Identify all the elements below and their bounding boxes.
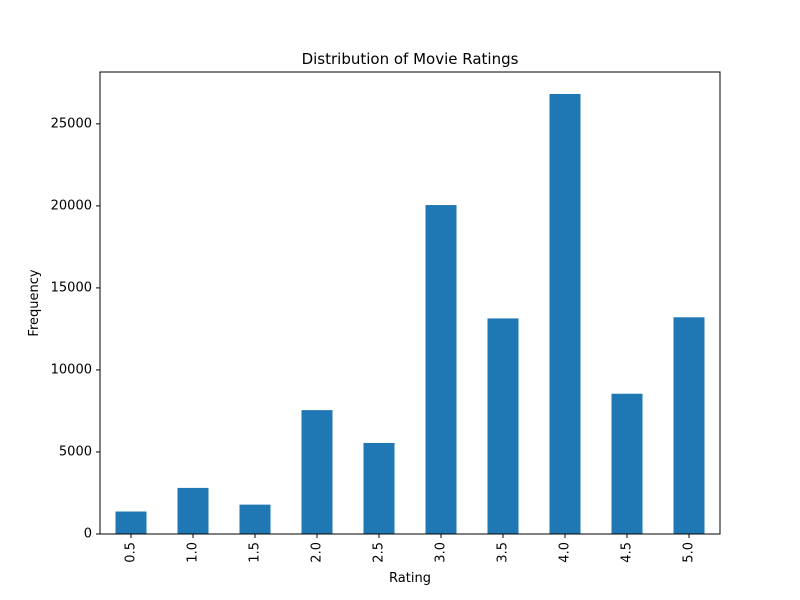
- x-tick-label: 1.5: [248, 542, 263, 563]
- bar-0-5: [115, 511, 147, 534]
- plot-frame: [99, 71, 721, 535]
- x-tick-label: 4.0: [558, 542, 573, 563]
- y-axis-label: Frequency: [27, 269, 42, 336]
- y-tick-label: 0: [84, 527, 92, 542]
- x-tick-label: 2.0: [310, 542, 325, 563]
- bar-1-5: [239, 504, 271, 534]
- bar-2-0: [301, 410, 333, 534]
- bar-4-5: [611, 393, 643, 534]
- x-tick-label: 5.0: [682, 542, 697, 563]
- y-tick-label: 20000: [51, 198, 92, 213]
- y-tick-label: 5000: [59, 444, 92, 459]
- ticks-layer: 0.5 1.0 1.5 2.0 2.5 3.0 3.5 4.0 4.5 5.0 0 5000 10000…: [51, 116, 697, 562]
- x-tick-label: 0.5: [124, 542, 139, 563]
- bars-layer: [115, 93, 705, 535]
- x-tick-label: 3.5: [496, 542, 511, 563]
- y-tick-label: 15000: [51, 280, 92, 295]
- chart-title: Distribution of Movie Ratings: [302, 50, 519, 68]
- bar-4-0: [549, 93, 581, 534]
- bar-1-0: [177, 487, 209, 534]
- bar-5-0: [673, 317, 705, 534]
- y-tick-label: 25000: [51, 116, 92, 131]
- x-axis-label: Rating: [389, 571, 431, 586]
- x-tick-label: 2.5: [372, 542, 387, 563]
- bar-3-5: [487, 318, 519, 534]
- x-tick-label: 3.0: [434, 542, 449, 563]
- x-tick-label: 1.0: [186, 542, 201, 563]
- bar-2-5: [363, 442, 395, 534]
- bar-3-0: [425, 205, 457, 535]
- x-tick-label: 4.5: [620, 542, 635, 563]
- y-tick-label: 10000: [51, 362, 92, 377]
